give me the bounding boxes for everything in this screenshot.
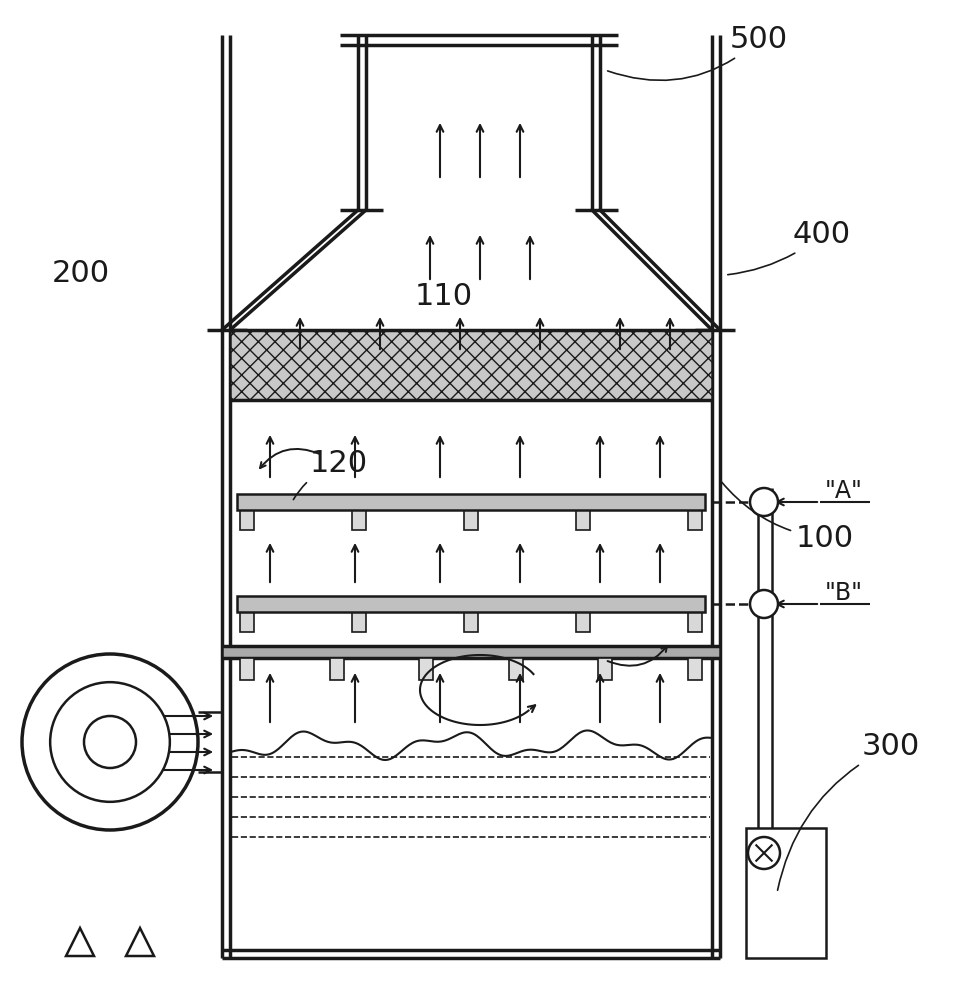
Polygon shape <box>126 928 154 956</box>
Bar <box>576 612 590 632</box>
Bar <box>240 510 254 530</box>
Bar <box>688 612 702 632</box>
Circle shape <box>748 837 780 869</box>
Bar <box>419 658 433 680</box>
Bar <box>240 658 254 680</box>
Bar <box>330 658 344 680</box>
Bar <box>352 612 366 632</box>
Bar <box>576 510 590 530</box>
Bar <box>237 596 705 612</box>
Text: 120: 120 <box>293 449 368 500</box>
Circle shape <box>50 682 170 802</box>
Bar <box>237 494 705 510</box>
Bar <box>464 612 478 632</box>
Bar <box>352 510 366 530</box>
Text: 400: 400 <box>727 220 851 275</box>
Bar <box>240 612 254 632</box>
Text: "B": "B" <box>825 581 863 605</box>
Text: 100: 100 <box>722 482 854 553</box>
Circle shape <box>84 716 136 768</box>
Bar <box>599 658 612 680</box>
Bar <box>464 510 478 530</box>
Bar <box>508 658 523 680</box>
Text: 200: 200 <box>52 259 111 288</box>
Circle shape <box>750 488 778 516</box>
Circle shape <box>750 590 778 618</box>
Bar <box>230 330 712 400</box>
Bar <box>746 828 826 958</box>
Bar <box>222 646 720 658</box>
Bar <box>688 510 702 530</box>
Text: 500: 500 <box>607 25 788 80</box>
Bar <box>688 658 702 680</box>
Text: 300: 300 <box>777 732 921 890</box>
Circle shape <box>22 654 198 830</box>
Text: 110: 110 <box>415 282 473 311</box>
Polygon shape <box>66 928 94 956</box>
Text: "A": "A" <box>825 479 863 503</box>
